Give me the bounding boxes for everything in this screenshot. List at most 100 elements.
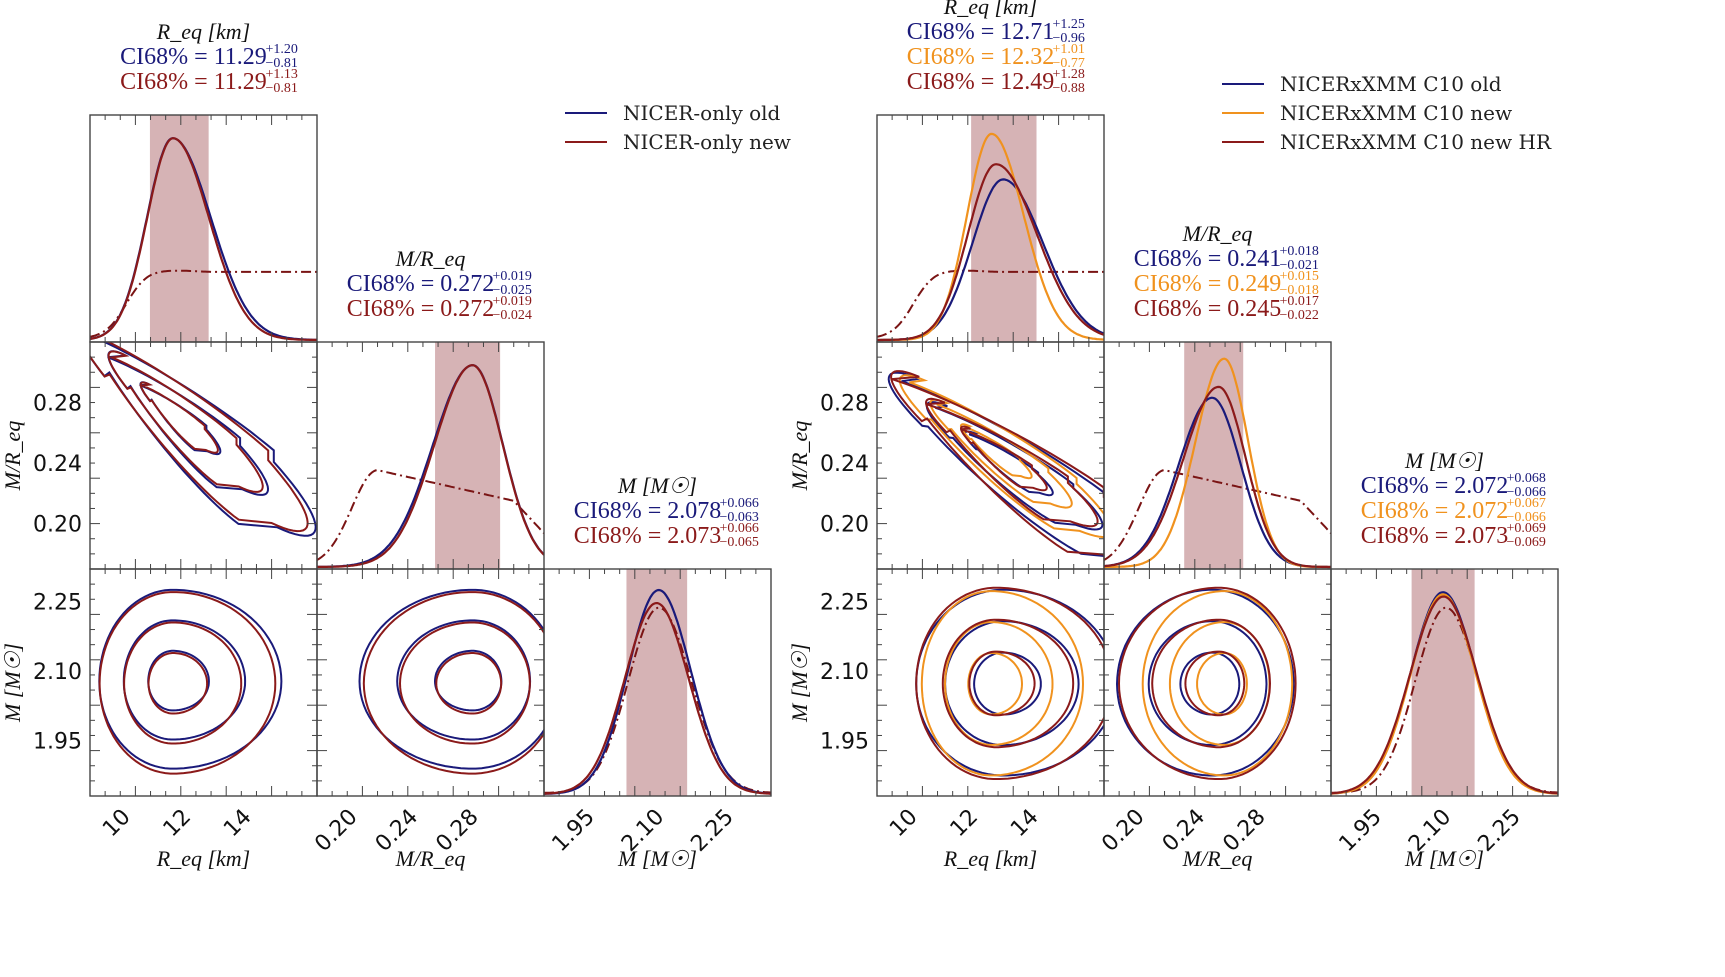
contour-outer-nicerxxmm-c10-new: [920, 590, 1085, 777]
ci-plus-error: +1.20: [266, 42, 298, 57]
y-tick-label: 0.20: [33, 513, 82, 538]
contour-middle-nicerxxmm-c10-old: [1147, 620, 1268, 746]
contour-outer-nicerxxmm-c10-new-hr: [1117, 586, 1297, 780]
ci-68-text: CI68% = 2.078: [574, 498, 722, 524]
ci-68-text: CI68% = 0.272: [347, 296, 495, 322]
cell-frame: [876, 568, 1105, 797]
ci-68-text: CI68% = 0.245: [1134, 296, 1282, 322]
contour-middle-nicer-only-new: [398, 621, 531, 745]
contour-outer-nicerxxmm-c10-new-hr: [890, 370, 1104, 556]
contour-middle-nicerxxmm-c10-new-hr: [1151, 618, 1272, 749]
x-tick-label: 14: [1006, 805, 1043, 842]
cell-M-MR: 0.20 0.24 0.28M/R_eq: [310, 568, 545, 871]
cell-content: [877, 115, 1104, 342]
y-tick-label: 0.28: [33, 392, 82, 417]
tick-marks: [1345, 569, 1544, 796]
cell-content: [90, 342, 317, 537]
diagonal-title: M/R_eq: [1182, 221, 1253, 246]
x-tick-label: 0.20: [310, 805, 362, 857]
ci-minus-error: −0.021: [1280, 258, 1319, 273]
x-axis-title: R_eq [km]: [943, 846, 1037, 871]
y-axis-title: M [M☉]: [787, 643, 812, 723]
prior-dash-dot-curve: [1104, 469, 1331, 561]
prior-dash-dot-curve: [317, 469, 544, 561]
contour-inner-nicerxxmm-c10-new-hr: [1184, 650, 1246, 717]
ci-68-band: [435, 342, 501, 569]
diagonal-title: R_eq [km]: [156, 19, 250, 44]
diagonal-title: M [M☉]: [1404, 448, 1484, 473]
prior-dash-dot-curve: [877, 269, 1104, 338]
legend: NICERxXMM C10 old NICERxXMM C10 new NICERx…: [1222, 72, 1552, 154]
ci-68-band: [626, 569, 688, 796]
cell-content: [544, 569, 771, 796]
y-tick-label: 1.95: [33, 729, 82, 754]
marginal-curve-nicer-only-new: [90, 137, 317, 341]
x-tick-label: 10: [98, 805, 135, 842]
y-axis-title: M/R_eq: [787, 421, 812, 492]
x-tick-label: 12: [159, 805, 196, 842]
x-tick-label: 1.95: [548, 805, 600, 857]
marginal-curve-nicerxxmm-c10-new-hr: [877, 163, 1104, 342]
ci-68-text: CI68% = 12.71: [907, 19, 1055, 45]
prior-dash-dot-curve: [90, 269, 317, 338]
ci-minus-error: −0.063: [720, 510, 759, 525]
contour-inner-nicerxxmm-c10-new: [1196, 652, 1248, 716]
ci-minus-error: −0.065: [720, 535, 759, 550]
tick-marks: [877, 569, 1104, 796]
tick-marks: [317, 569, 544, 796]
contour-outer-nicerxxmm-c10-old: [887, 371, 1104, 557]
diagonal-title: M/R_eq: [395, 246, 466, 271]
diagonal-title: M [M☉]: [617, 473, 697, 498]
cell-M-M: 1.95 2.10 2.25M [M☉]: [543, 568, 772, 871]
cell-content: [1115, 586, 1297, 780]
y-axis-title: M [M☉]: [0, 643, 25, 723]
contour-inner-nicer-only-new: [147, 652, 209, 715]
ci-minus-error: −0.066: [1507, 485, 1546, 500]
cell-MR-Req: 0.20 0.24 0.28 M/R_eq: [787, 341, 1105, 570]
y-tick-label: 2.25: [820, 590, 869, 615]
x-axis-title: R_eq [km]: [156, 846, 250, 871]
marginal-curve-nicerxxmm-c10-new-hr: [1331, 595, 1558, 795]
cell-content: [887, 370, 1104, 557]
cell-MR-MR: [316, 341, 545, 570]
x-tick-label: 12: [946, 805, 983, 842]
ci-plus-error: +0.018: [1280, 244, 1319, 259]
contour-inner-nicerxxmm-c10-new-hr: [960, 425, 1048, 492]
y-tick-label: 2.10: [820, 660, 869, 685]
y-tick-label: 2.25: [33, 590, 82, 615]
ci-minus-error: −0.81: [266, 81, 298, 96]
ci-plus-error: +0.066: [720, 521, 759, 536]
legend-label: NICERxXMM C10 new HR: [1280, 130, 1552, 154]
tick-marks: [558, 569, 757, 796]
contour-middle-nicerxxmm-c10-new: [929, 398, 1073, 509]
tick-marks: [90, 569, 317, 796]
contour-middle-nicerxxmm-c10-old: [944, 620, 1080, 746]
x-axis-title: M [M☉]: [617, 846, 697, 871]
contour-inner-nicerxxmm-c10-new-hr: [968, 650, 1036, 717]
tick-marks: [331, 342, 530, 569]
tick-marks: [1118, 342, 1317, 569]
ci-68-text: CI68% = 12.49: [907, 69, 1055, 95]
tick-marks: [891, 115, 1090, 342]
contour-outer-nicerxxmm-c10-old: [915, 588, 1104, 777]
contour-outer-nicerxxmm-c10-new: [1141, 590, 1294, 777]
y-tick-label: 1.95: [820, 729, 869, 754]
cell-frame: [543, 568, 772, 797]
ci-plus-error: +1.25: [1053, 17, 1085, 32]
x-tick-label: 1.95: [1335, 805, 1387, 857]
x-tick-label: 0.20: [1097, 805, 1149, 857]
ci-68-band: [1184, 342, 1244, 569]
cell-frame: [89, 341, 318, 570]
cell-content: [98, 588, 283, 775]
cell-frame: [1103, 568, 1332, 797]
ci-68-text: CI68% = 11.29: [120, 44, 267, 70]
tick-marks: [877, 342, 1104, 569]
contour-inner-nicer-only-new: [435, 652, 503, 715]
ci-68-text: CI68% = 2.072: [1361, 498, 1509, 524]
contour-outer-nicerxxmm-c10-old: [1115, 588, 1295, 777]
ci-minus-error: −0.025: [493, 283, 532, 298]
ci-minus-error: −0.066: [1507, 510, 1546, 525]
ci-minus-error: −0.88: [1053, 81, 1085, 96]
ci-minus-error: −0.018: [1280, 283, 1319, 298]
